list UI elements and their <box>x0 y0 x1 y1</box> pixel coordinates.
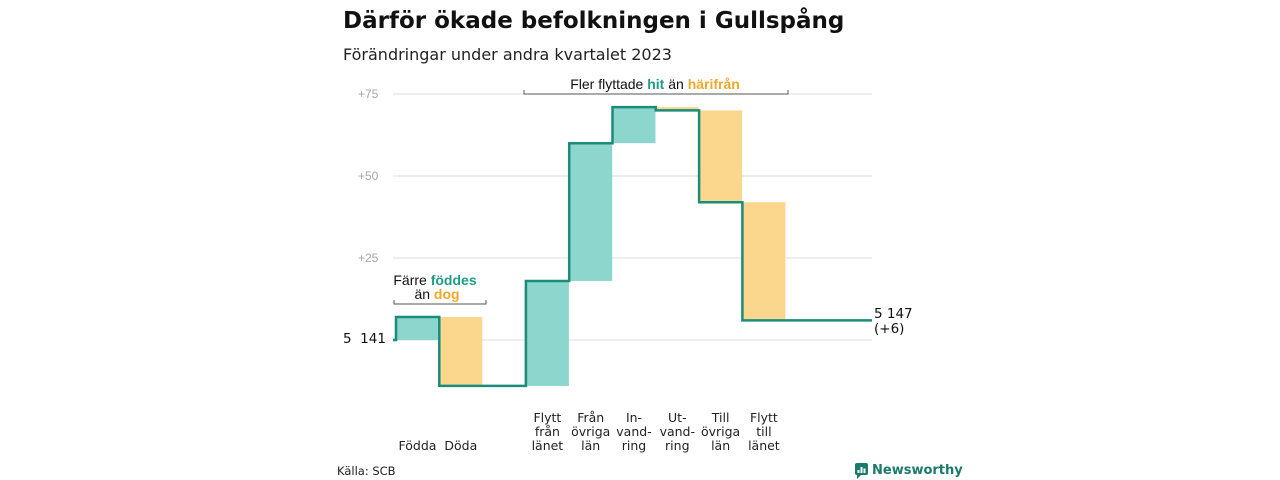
gridlines <box>393 93 872 341</box>
category-label: Till <box>711 410 730 425</box>
category-label: Flytt <box>750 410 778 425</box>
category-label: Ut- <box>668 410 687 425</box>
category-label: In- <box>626 410 642 425</box>
category-label: från <box>535 424 560 439</box>
waterfall-bar <box>439 317 483 386</box>
waterfall-bar <box>525 280 569 386</box>
brand-name: Newsworthy <box>872 463 963 478</box>
y-tick-label: +75 <box>358 87 379 101</box>
end-value-label: 5 147 <box>874 306 913 322</box>
cumulative-step-line <box>393 105 872 388</box>
chart-subtitle: Förändringar under andra kvartalet 2023 <box>343 45 672 64</box>
births-deaths-annotation: Färre föddes än dog <box>393 272 487 305</box>
source-label: Källa: SCB <box>337 464 396 478</box>
category-label: övriga <box>701 424 740 439</box>
category-label: Från <box>577 410 604 425</box>
category-label: Döda <box>444 438 477 453</box>
category-label: län <box>711 438 730 453</box>
start-value-label: 5 141 <box>343 331 386 347</box>
migration-annotation: Fler flyttade hit än härifrån <box>523 76 789 95</box>
category-label: vand- <box>616 424 651 439</box>
end-change-label: (+6) <box>874 321 904 337</box>
category-label: till <box>756 424 771 439</box>
annotation-top-text: Fler flyttade hit än härifrån <box>570 76 740 92</box>
category-label: Födda <box>399 438 437 453</box>
y-axis-ticks: +75 +50 +25 <box>358 87 379 265</box>
chart-title: Därför ökade befolkningen i Gullspång <box>343 7 844 34</box>
waterfall-bar <box>612 107 656 144</box>
category-label: Flytt <box>533 410 561 425</box>
waterfall-bar <box>742 202 786 321</box>
category-label: vand- <box>660 424 695 439</box>
waterfall-bar <box>396 317 439 340</box>
newsworthy-logo: Newsworthy <box>855 463 963 479</box>
waterfall-bar <box>655 107 699 111</box>
annotation-line-1: Färre föddes <box>393 272 476 288</box>
waterfall-bar <box>699 110 743 203</box>
category-label: län <box>581 438 600 453</box>
category-label: ring <box>665 438 689 453</box>
annotation-bracket <box>393 300 487 305</box>
category-label: övriga <box>571 424 610 439</box>
waterfall-bar <box>569 143 613 281</box>
annotation-line-2: än dog <box>414 286 459 302</box>
annotation-top-bracket <box>523 90 789 95</box>
category-label: ring <box>622 438 646 453</box>
category-label: länet <box>532 438 564 453</box>
category-label: länet <box>748 438 780 453</box>
category-labels: Födda DödaFlyttfrånlänetFrånövrigalänIn-v… <box>399 410 780 453</box>
chart-bubble-icon <box>855 463 868 479</box>
y-tick-label: +25 <box>358 251 379 265</box>
y-tick-label: +50 <box>358 169 379 183</box>
bars <box>396 107 786 386</box>
